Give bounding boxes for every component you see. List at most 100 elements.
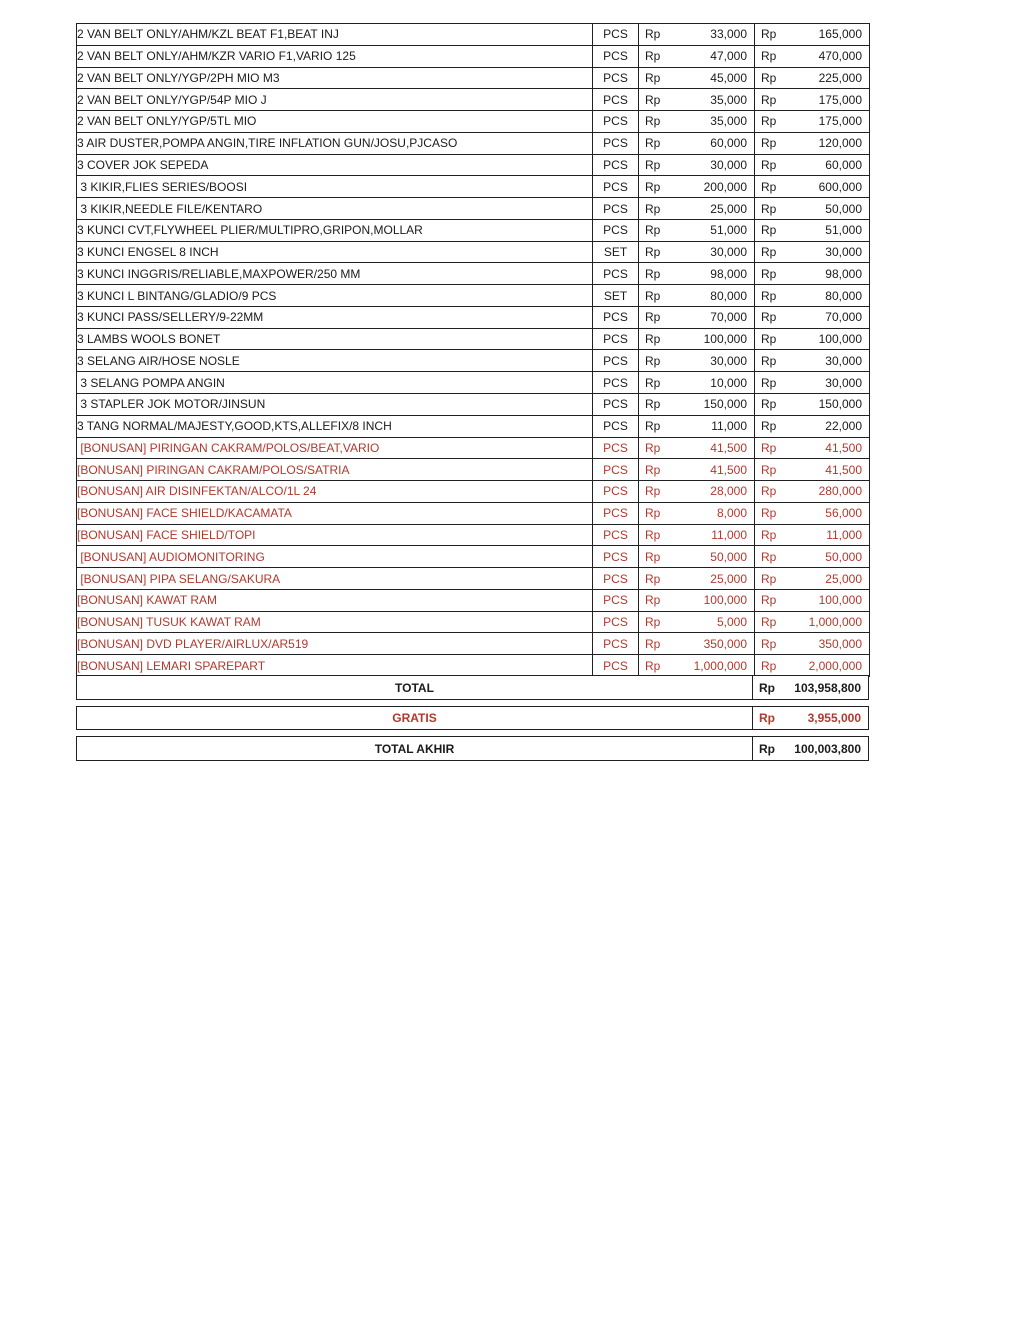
- item-amount: 175,000: [818, 92, 862, 107]
- item-amount-currency: Rp: [761, 332, 777, 347]
- item-price-currency: Rp: [645, 571, 661, 586]
- item-price: 30,000: [710, 157, 747, 172]
- invoice-sheet: 2 VAN BELT ONLY/AHM/KZL BEAT F1,BEAT INJ…: [76, 23, 870, 761]
- item-amount-cell: Rp 30,000: [756, 246, 869, 258]
- summary-value-cell: Rp 100,003,800: [753, 737, 868, 760]
- item-amount: 600,000: [818, 179, 862, 194]
- item-unit: PCS: [592, 654, 639, 677]
- item-unit: PCS: [592, 327, 639, 351]
- item-price-currency: Rp: [645, 157, 661, 172]
- item-price-cell: Rp 33,000: [640, 27, 754, 42]
- item-amount-currency: Rp: [761, 397, 777, 412]
- table-row: 3 SELANG POMPA ANGIN PCS Rp 10,000 Rp 30…: [76, 371, 870, 395]
- table-row: [BONUSAN] FACE SHIELD/KACAMATA PCS Rp 8,…: [76, 501, 870, 525]
- table-row: 3 TANG NORMAL/MAJESTY,GOOD,KTS,ALLEFIX/8…: [76, 414, 870, 438]
- item-description: 3 KUNCI INGGRIS/RELIABLE,MAXPOWER/250 MM: [76, 262, 593, 286]
- item-description: [BONUSAN] KAWAT RAM: [76, 588, 593, 612]
- item-amount-currency: Rp: [761, 571, 777, 586]
- summary-amount: 3,955,000: [807, 711, 861, 726]
- table-row: [BONUSAN] DVD PLAYER/AIRLUX/AR519 PCS Rp…: [76, 632, 870, 656]
- item-price-currency: Rp: [645, 310, 661, 325]
- item-amount-cell: Rp 50,000: [756, 551, 869, 563]
- item-amount-cell: Rp 50,000: [756, 201, 869, 216]
- item-amount-currency: Rp: [761, 157, 777, 172]
- item-price: 80,000: [710, 288, 747, 303]
- table-row: 3 KUNCI L BINTANG/GLADIO/9 PCS SET Rp 80…: [76, 284, 870, 307]
- item-description: 2 VAN BELT ONLY/AHM/KZL BEAT F1,BEAT INJ: [76, 23, 593, 46]
- item-price: 30,000: [710, 353, 747, 368]
- item-unit: SET: [592, 240, 639, 264]
- item-description: 3 AIR DUSTER,POMPA ANGIN,TIRE INFLATION …: [76, 131, 593, 155]
- item-amount-currency: Rp: [761, 419, 777, 434]
- item-description: 3 KUNCI CVT,FLYWHEEL PLIER/MULTIPRO,GRIP…: [76, 218, 593, 242]
- item-price-currency: Rp: [645, 658, 661, 673]
- item-price: 1,000,000: [693, 658, 747, 673]
- item-amount-cell: Rp 600,000: [756, 179, 869, 194]
- item-price: 5,000: [716, 615, 747, 630]
- item-price: 70,000: [710, 310, 747, 325]
- summary-currency: Rp: [759, 711, 775, 726]
- summary-currency: Rp: [759, 680, 775, 695]
- item-price-currency: Rp: [645, 27, 661, 42]
- item-amount-currency: Rp: [761, 201, 777, 216]
- item-unit: PCS: [592, 349, 639, 373]
- item-unit: PCS: [592, 175, 639, 199]
- summary-amount: 103,958,800: [794, 680, 861, 695]
- table-row: 3 KUNCI ENGSEL 8 INCH SET Rp 30,000 Rp 3…: [76, 240, 870, 264]
- item-unit: PCS: [592, 66, 639, 90]
- item-unit: PCS: [592, 88, 639, 112]
- item-amount-cell: Rp 41,500: [756, 462, 869, 477]
- item-amount: 225,000: [818, 70, 862, 85]
- item-amount-currency: Rp: [761, 462, 777, 477]
- table-row: 3 STAPLER JOK MOTOR/JINSUN PCS Rp 150,00…: [76, 393, 870, 416]
- item-amount-cell: Rp 1,000,000: [756, 615, 869, 630]
- item-price: 35,000: [710, 92, 747, 107]
- table-row: 2 VAN BELT ONLY/AHM/KZL BEAT F1,BEAT INJ…: [76, 23, 870, 46]
- item-price-currency: Rp: [645, 266, 661, 281]
- item-description: 2 VAN BELT ONLY/AHM/KZR VARIO F1,VARIO 1…: [76, 44, 593, 68]
- item-price-currency: Rp: [645, 549, 661, 564]
- item-price: 100,000: [703, 332, 747, 347]
- table-row: [BONUSAN] KAWAT RAM PCS Rp 100,000 Rp 10…: [76, 588, 870, 612]
- item-amount-cell: Rp 80,000: [756, 290, 869, 302]
- item-amount: 100,000: [818, 593, 862, 608]
- item-description: [BONUSAN] AIR DISINFEKTAN/ALCO/1L 24: [76, 480, 593, 503]
- item-price-currency: Rp: [645, 179, 661, 194]
- summary-label: TOTAL AKHIR: [77, 737, 753, 760]
- item-price-currency: Rp: [645, 506, 661, 521]
- item-amount-currency: Rp: [761, 49, 777, 64]
- item-description: 3 LAMBS WOOLS BONET: [76, 327, 593, 351]
- item-amount: 100,000: [818, 332, 862, 347]
- item-description: 3 KIKIR,NEEDLE FILE/KENTARO: [76, 197, 593, 220]
- item-description: 3 STAPLER JOK MOTOR/JINSUN: [76, 393, 593, 416]
- item-amount-cell: Rp 11,000: [756, 527, 869, 542]
- summary-section: TOTAL Rp 103,958,800 GRATIS Rp 3,955,000…: [76, 675, 869, 761]
- summary-row: TOTAL Rp 103,958,800: [76, 675, 869, 700]
- item-price: 25,000: [710, 201, 747, 216]
- item-amount-currency: Rp: [761, 636, 777, 651]
- item-unit: PCS: [592, 153, 639, 177]
- item-amount: 1,000,000: [808, 615, 862, 630]
- item-description: 3 COVER JOK SEPEDA: [76, 153, 593, 177]
- item-amount: 11,000: [826, 527, 862, 542]
- item-description: [BONUSAN] LEMARI SPAREPART: [76, 654, 593, 677]
- item-unit: PCS: [592, 197, 639, 220]
- item-price: 30,000: [710, 245, 747, 260]
- item-amount: 165,000: [818, 27, 862, 42]
- item-description: [BONUSAN] FACE SHIELD/TOPI: [76, 523, 593, 547]
- item-amount: 25,000: [825, 571, 862, 586]
- item-amount-currency: Rp: [761, 353, 777, 368]
- summary-amount: 100,003,800: [794, 741, 861, 756]
- item-price-currency: Rp: [645, 245, 661, 260]
- item-price-cell: Rp 45,000: [640, 70, 754, 85]
- item-price-currency: Rp: [645, 92, 661, 107]
- summary-label: TOTAL: [77, 676, 753, 699]
- item-price-currency: Rp: [645, 70, 661, 85]
- item-price-currency: Rp: [645, 114, 661, 129]
- item-price-currency: Rp: [645, 375, 661, 390]
- summary-row: GRATIS Rp 3,955,000: [76, 705, 869, 731]
- item-amount-cell: Rp 175,000: [756, 115, 869, 127]
- item-unit: PCS: [592, 371, 639, 395]
- table-row: [BONUSAN] PIRINGAN CAKRAM/POLOS/BEAT,VAR…: [76, 436, 870, 460]
- item-price-currency: Rp: [645, 288, 661, 303]
